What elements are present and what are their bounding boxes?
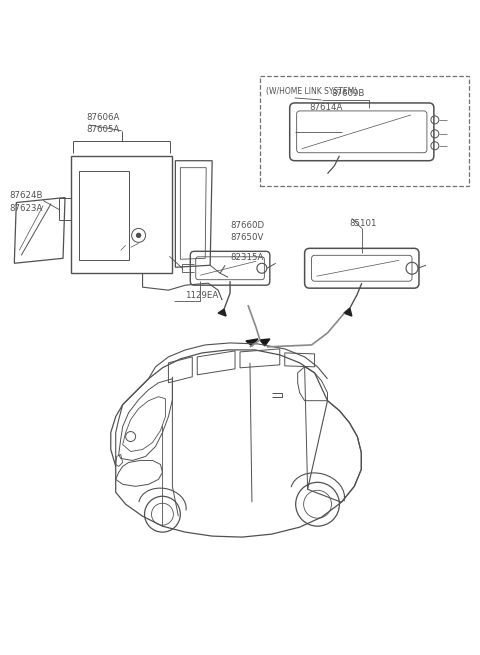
Text: 87609B: 87609B <box>332 90 365 98</box>
Text: 82315A: 82315A <box>230 253 264 262</box>
Text: 87660D: 87660D <box>230 221 264 230</box>
Polygon shape <box>260 339 270 346</box>
Polygon shape <box>344 308 352 316</box>
Text: (W/HOME LINK SYSTEM): (W/HOME LINK SYSTEM) <box>266 86 357 96</box>
Text: 87606A: 87606A <box>86 113 119 122</box>
Text: 87650V: 87650V <box>230 233 264 242</box>
Text: 85101: 85101 <box>349 219 377 228</box>
Text: 1129EA: 1129EA <box>185 291 218 299</box>
Text: 87605A: 87605A <box>86 125 119 134</box>
Circle shape <box>137 233 141 237</box>
Text: 87623A: 87623A <box>9 204 43 213</box>
Text: 87624B: 87624B <box>9 191 43 200</box>
Polygon shape <box>218 309 226 316</box>
Polygon shape <box>246 339 258 346</box>
Text: 87614A: 87614A <box>310 103 343 113</box>
